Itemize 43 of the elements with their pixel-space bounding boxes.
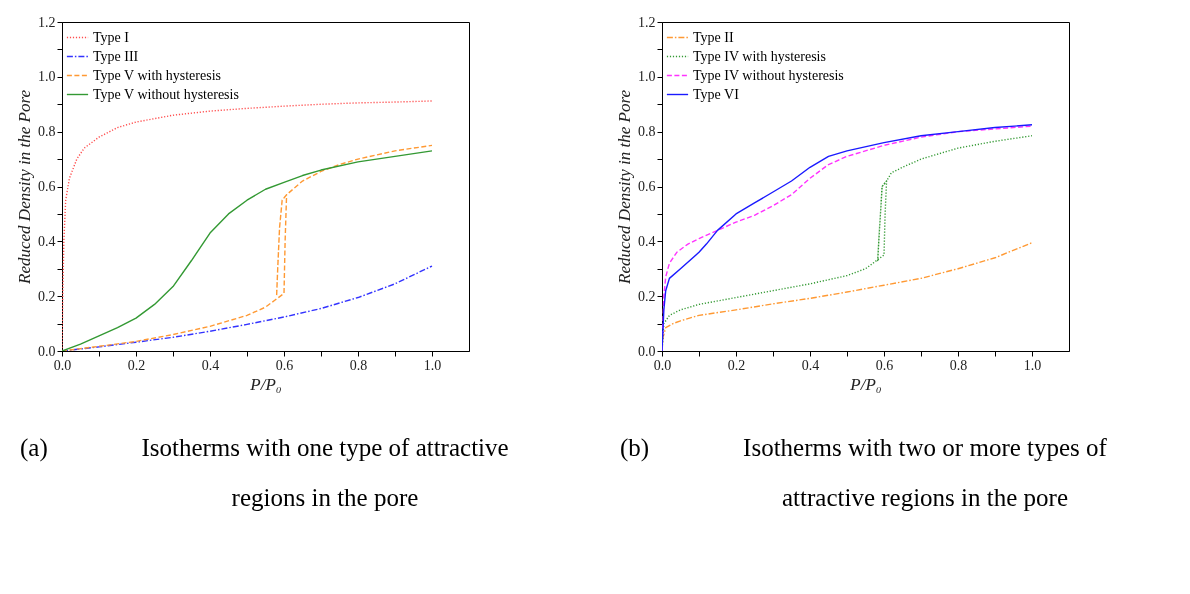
y-tick-label: 1.0: [638, 69, 656, 85]
x-tick-label: 1.0: [423, 357, 442, 373]
legend-label: Type II: [693, 29, 734, 45]
legend-label: Type IV without hysteresis: [693, 67, 844, 83]
x-tick-label: 0.2: [727, 357, 746, 373]
y-tick-label: 0.2: [38, 288, 56, 304]
legend-label: Type VI: [693, 86, 740, 102]
x-tick-label: 0.8: [349, 357, 368, 373]
y-tick-label: 0.0: [38, 343, 56, 359]
legend-label: Type V without hysteresis: [93, 86, 239, 102]
line-series: [62, 100, 433, 351]
y-tick-label: 0.2: [638, 288, 656, 304]
legend-label: Type I: [93, 29, 130, 45]
x-tick-label: 0.2: [127, 357, 146, 373]
y-tick-label: 0.6: [638, 179, 656, 194]
y-tick-label: 0.6: [38, 179, 56, 194]
legend-label: Type IV with hysteresis: [693, 48, 826, 64]
y-tick-label: 0.4: [638, 233, 656, 249]
y-tick-label: 1.2: [38, 14, 56, 30]
x-tick-label: 0.4: [801, 357, 820, 373]
y-tick-label: 1.0: [38, 69, 56, 85]
x-tick-label: 1.0: [1023, 357, 1042, 373]
x-axis-title: P/P₀: [849, 374, 882, 394]
y-tick-label: 0.4: [38, 233, 56, 249]
legend-label: Type V with hysteresis: [93, 67, 221, 83]
y-axis-title: Reduced Density in the Pore: [15, 89, 34, 285]
y-tick-label: 0.0: [638, 343, 656, 359]
x-tick-label: 0.0: [53, 357, 72, 373]
legend-label: Type III: [93, 48, 139, 64]
y-tick-label: 0.8: [38, 124, 56, 140]
x-tick-label: 0.6: [275, 357, 294, 373]
text: (b): [619, 433, 651, 464]
text: Isotherms with two or more types of attractive regions in the pore: [742, 433, 1108, 513]
text: Isotherms with one type of attractive regions in the pore: [140, 433, 510, 513]
x-tick-label: 0.6: [875, 357, 894, 373]
y-axis-title: Reduced Density in the Pore: [615, 89, 634, 285]
x-tick-label: 0.4: [201, 357, 220, 373]
x-tick-label: 0.0: [653, 357, 672, 373]
y-tick-label: 1.2: [638, 14, 656, 30]
text: (a): [19, 433, 49, 464]
y-tick-label: 0.8: [638, 124, 656, 140]
x-axis-title: P/P₀: [249, 374, 282, 394]
x-tick-label: 0.8: [949, 357, 968, 373]
